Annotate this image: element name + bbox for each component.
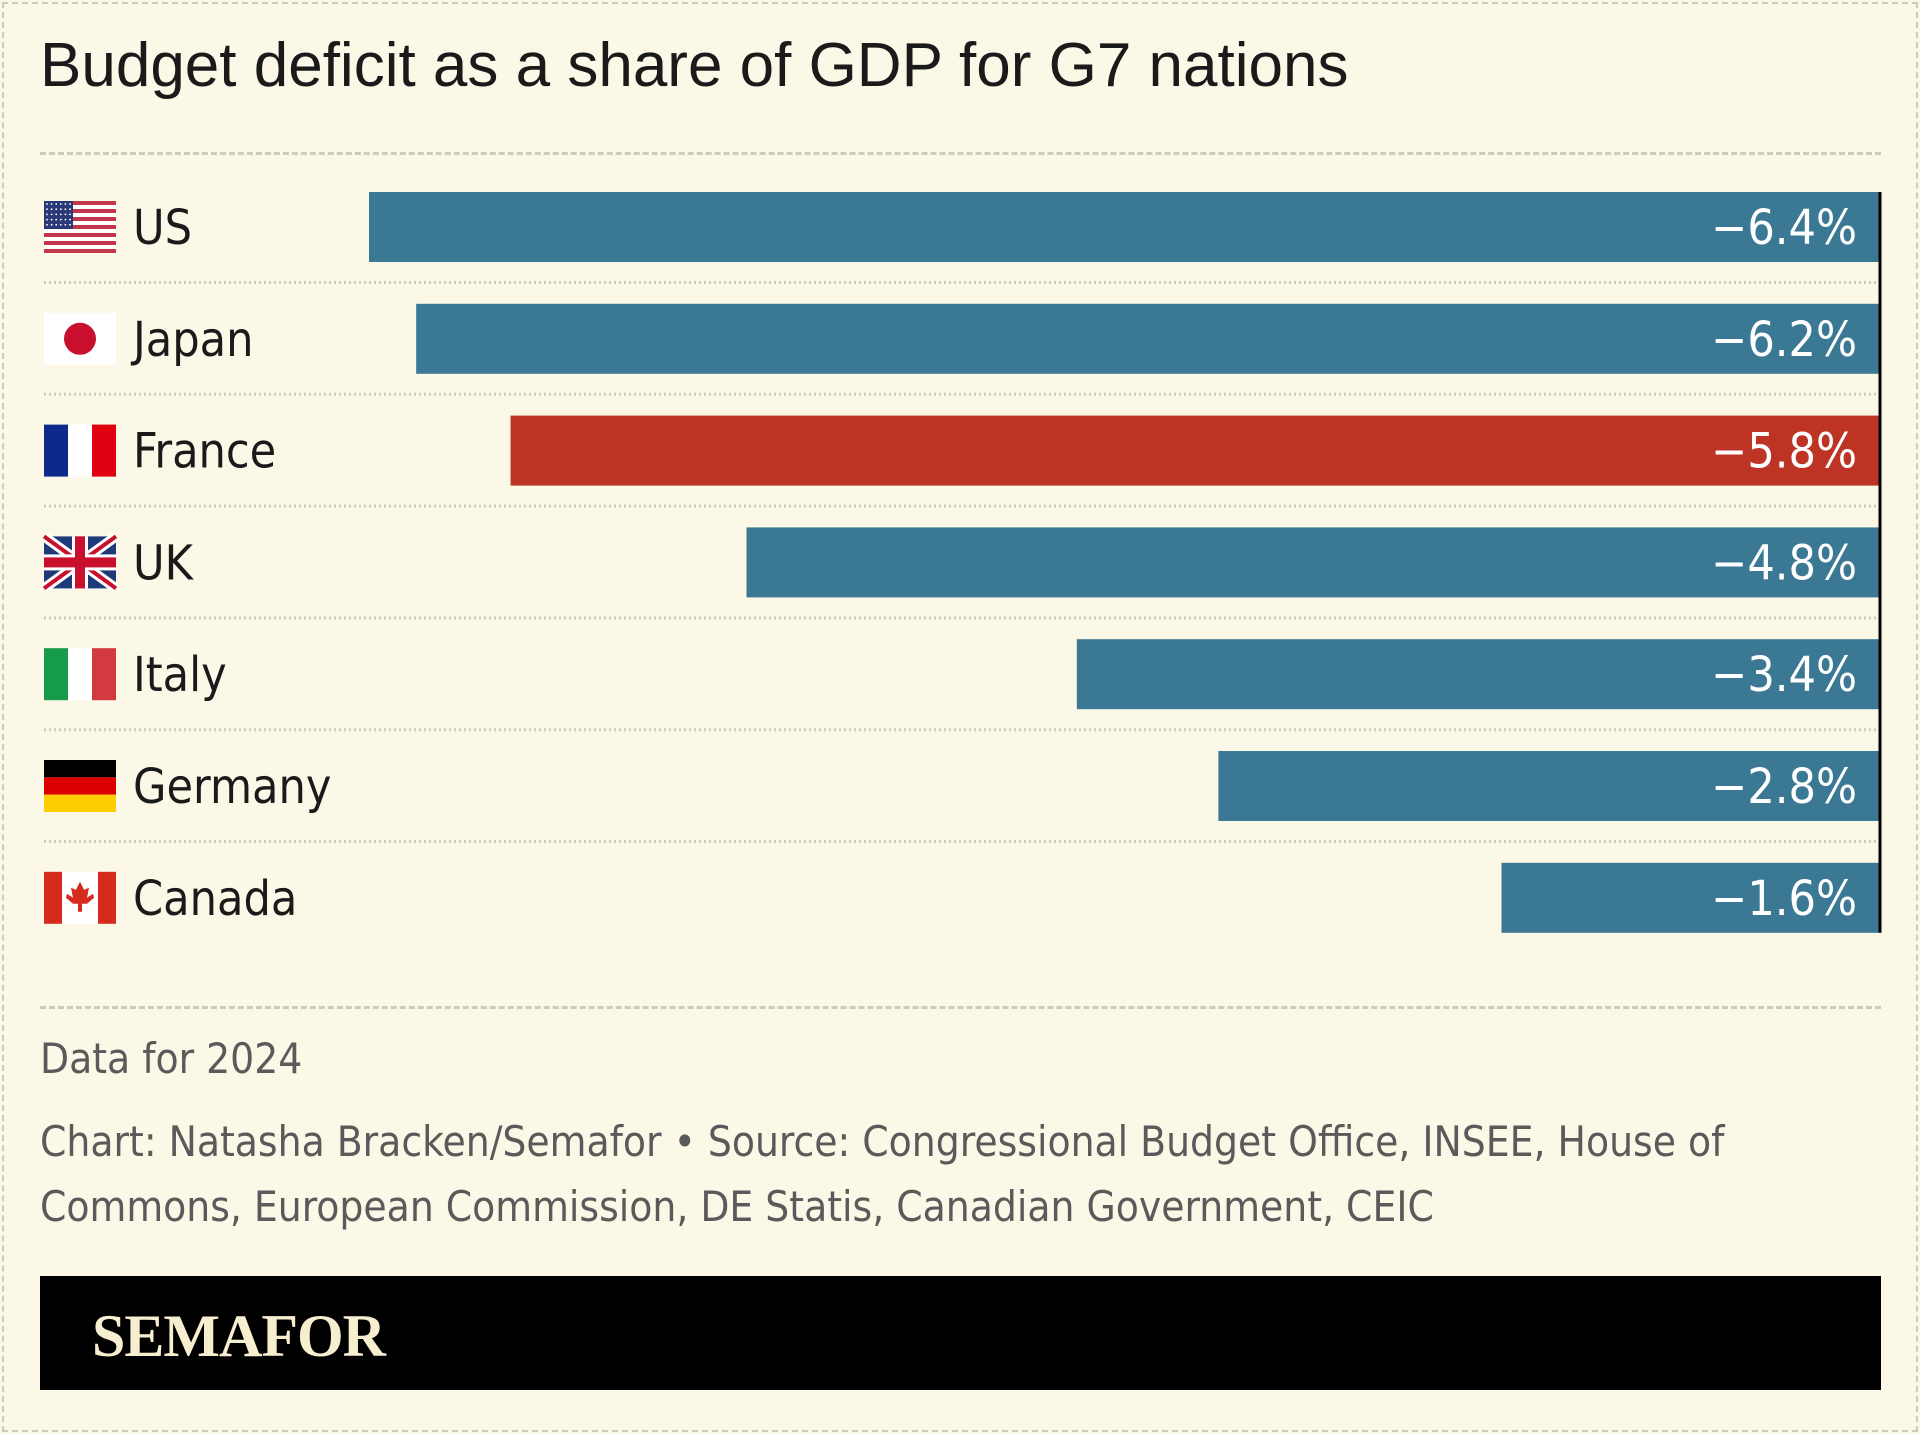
bar: [510, 415, 1879, 486]
category-label: Italy: [133, 647, 227, 703]
data-year-note: Data for 2024: [40, 1034, 303, 1083]
bar-row-france: France −5.8%: [44, 415, 1879, 486]
category-label: Canada: [133, 871, 297, 927]
bar: [746, 527, 1879, 598]
data-label: −5.8%: [1711, 424, 1857, 480]
germany-flag-icon: [44, 760, 116, 812]
bar-row-japan: Japan −6.2%: [44, 303, 1879, 374]
semafor-logo: SEMAFOR: [92, 1303, 386, 1369]
canada-flag-icon: [44, 871, 116, 924]
category-label: US: [133, 200, 192, 256]
category-label: UK: [133, 535, 195, 591]
bar: [416, 303, 1879, 374]
bar-row-uk: UK −4.8%: [41, 527, 1879, 598]
data-label: −1.6%: [1711, 871, 1857, 927]
category-label: Japan: [130, 312, 253, 368]
footer-bar: SEMAFOR: [40, 1276, 1881, 1390]
japan-flag-icon: [44, 312, 116, 365]
top-divider: [40, 152, 1881, 155]
data-label: −3.4%: [1711, 647, 1857, 703]
data-label: −2.8%: [1711, 759, 1857, 815]
uk-flag-icon: [41, 532, 119, 593]
bar-row-us: US −6.4%: [44, 192, 1879, 262]
bar: [1076, 639, 1879, 710]
category-label: Germany: [133, 759, 331, 815]
bar: [1218, 751, 1879, 821]
bar-row-canada: Canada −1.6%: [44, 862, 1879, 933]
us-flag-icon: [44, 201, 116, 253]
category-label: France: [133, 424, 276, 480]
chart-title: Budget deficit as a share of GDP for G7 …: [40, 31, 1349, 100]
bar: [369, 192, 1879, 262]
bottom-divider: [40, 1006, 1881, 1009]
italy-flag-icon: [44, 648, 116, 701]
data-label: −6.4%: [1711, 200, 1857, 256]
france-flag-icon: [44, 424, 116, 477]
data-label: −6.2%: [1711, 312, 1857, 368]
bar-row-italy: Italy −3.4%: [44, 639, 1879, 710]
source-line-2: Commons, European Commission, DE Statis,…: [40, 1182, 1434, 1231]
bar: [1501, 862, 1879, 933]
bar-row-germany: Germany −2.8%: [44, 751, 1879, 821]
data-label: −4.8%: [1711, 535, 1857, 591]
source-line-1: Chart: Natasha Bracken/Semafor • Source:…: [40, 1117, 1725, 1166]
bar-chart: US −6.4% Japan −6.2% France −5.8% UK −4.8% Italy…: [41, 192, 1882, 933]
